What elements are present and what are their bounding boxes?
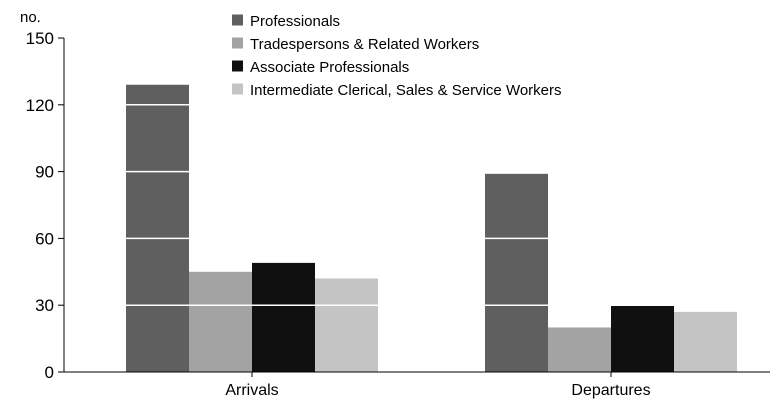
legend-label: Associate Professionals xyxy=(250,59,409,76)
legend-label: Professionals xyxy=(250,13,340,30)
bar-departures-1 xyxy=(485,173,548,372)
bar-departures-4 xyxy=(674,311,737,372)
bar-arrivals-3 xyxy=(252,262,315,372)
legend-item-1: Professionals xyxy=(232,13,340,30)
bar-arrivals-1 xyxy=(126,84,189,372)
y-tick-label: 60 xyxy=(35,229,54,248)
legend-swatch xyxy=(232,14,243,26)
bars-group xyxy=(126,84,737,372)
legend-swatch xyxy=(232,37,243,49)
bar-departures-3 xyxy=(611,305,674,372)
x-category-label-arrivals: Arrivals xyxy=(225,382,278,399)
legend-label: Intermediate Clerical, Sales & Service W… xyxy=(250,82,562,99)
legend-label: Tradespersons & Related Workers xyxy=(250,36,479,53)
legend-swatch xyxy=(232,60,243,72)
y-tick-label: 30 xyxy=(35,296,54,315)
bar-departures-2 xyxy=(548,327,611,372)
legend-item-3: Associate Professionals xyxy=(232,59,409,76)
y-tick-label: 150 xyxy=(26,29,54,48)
y-tick-label: 120 xyxy=(26,96,54,115)
gridlines-group xyxy=(64,104,770,306)
bar-arrivals-4 xyxy=(315,278,378,372)
legend-item-2: Tradespersons & Related Workers xyxy=(232,36,479,53)
y-axis-unit-label: no. xyxy=(20,9,41,26)
y-tick-label: 90 xyxy=(35,163,54,182)
legend-swatch xyxy=(232,83,243,95)
y-tick-label: 0 xyxy=(45,363,54,382)
x-category-label-departures: Departures xyxy=(571,382,650,399)
bar-arrivals-2 xyxy=(189,271,252,372)
legend: Professionals Tradespersons & Related Wor… xyxy=(232,13,562,99)
legend-item-4: Intermediate Clerical, Sales & Service W… xyxy=(232,82,562,99)
axes-group: 0 30 60 90 120 150 Arrivals Departures xyxy=(26,29,770,399)
